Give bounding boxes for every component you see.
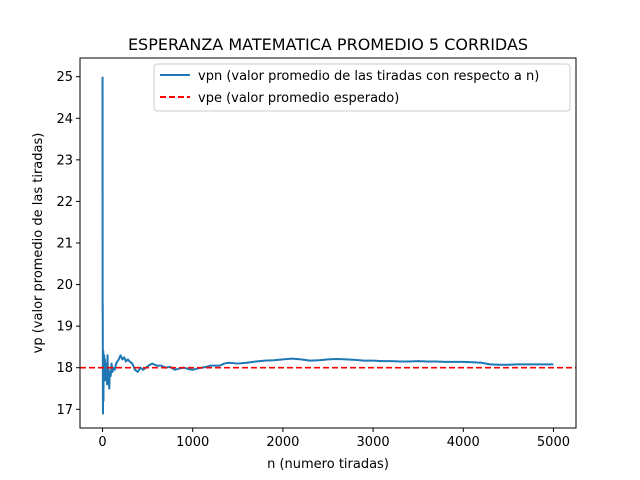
- legend-frame: [153, 63, 571, 112]
- chart-title: ESPERANZA MATEMATICA PROMEDIO 5 CORRIDAS: [128, 35, 528, 54]
- x-tick-label: 5000: [537, 435, 570, 450]
- y-tick-label: 17: [56, 403, 73, 418]
- y-tick-label: 18: [56, 361, 73, 376]
- x-tick-label: 2000: [266, 435, 299, 450]
- y-tick-label: 24: [56, 112, 73, 127]
- x-tick-label: 4000: [447, 435, 480, 450]
- x-axis-label: n (numero tiradas): [267, 457, 389, 472]
- y-tick-label: 21: [56, 237, 73, 252]
- y-tick-label: 19: [56, 320, 73, 335]
- legend-label-vpn: vpn (valor promedio de las tiradas con r…: [198, 69, 539, 84]
- x-tick-label: 3000: [357, 435, 390, 450]
- y-tick-label: 25: [56, 70, 73, 85]
- y-tick-label: 20: [56, 278, 73, 293]
- legend-label-vpe: vpe (valor promedio esperado): [198, 91, 399, 106]
- series-layer: [80, 76, 576, 415]
- y-tick-label: 22: [56, 195, 73, 210]
- legend: vpn (valor promedio de las tiradas con r…: [153, 63, 571, 112]
- x-tick-label: 1000: [176, 435, 209, 450]
- x-axis: 0 1000 2000 3000 4000 5000: [98, 428, 570, 450]
- y-axis-label: vp (valor promedio de las tiradas): [31, 133, 46, 354]
- x-tick-label: 0: [98, 435, 106, 450]
- y-axis: 17 18 19 20 21 22 23 24 25: [56, 70, 80, 418]
- y-tick-label: 23: [56, 153, 73, 168]
- plot-area: [80, 58, 576, 428]
